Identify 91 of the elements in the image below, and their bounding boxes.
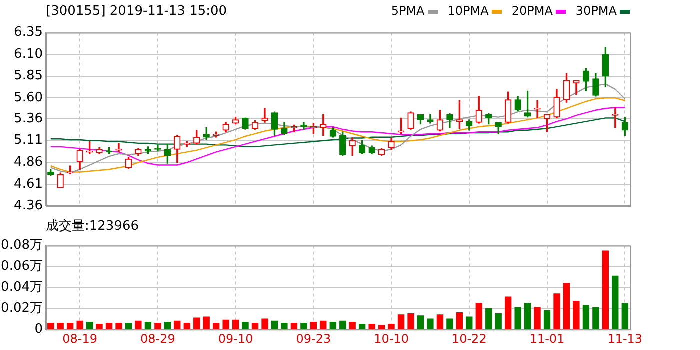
bar [174,320,181,330]
y-tick-label: 5.85 [14,68,43,84]
x-tick-label: 10-22 [452,332,487,346]
y-tick-label: 4.61 [14,176,43,192]
bar [554,294,560,330]
bar [398,314,405,330]
y-tick-label: 5.60 [14,90,43,106]
bar [330,322,336,330]
bar [86,322,94,330]
x-tick-label: 08-19 [62,332,98,346]
bar [213,322,220,330]
bar [125,322,132,330]
chart-title: [300155] 2019-11-13 15:00 [46,4,228,18]
bar [602,250,609,330]
bar [486,308,492,330]
bar [622,303,628,330]
bar [582,305,590,330]
bar [320,320,327,330]
bar [466,316,473,330]
y-tick-label: 0.04万 [1,280,43,296]
bar [505,296,512,330]
bar [96,324,103,330]
bar [456,312,463,330]
bar [368,324,376,330]
bar [514,307,522,330]
y-tick-label: 0.06万 [1,259,43,274]
bar [164,322,171,330]
y-tick-label: 6.10 [14,46,43,62]
y-tick-label: 0.02万 [1,301,43,316]
x-tick-label: 09-10 [218,332,254,346]
bar [67,322,74,330]
bar [573,300,580,330]
y-tick-label: 5.11 [14,133,43,148]
bar [106,322,113,330]
bar [184,322,190,330]
bar [262,318,268,330]
candlestick [300,122,308,130]
bar [57,322,64,330]
bar [340,320,346,330]
bar [544,310,551,330]
y-tick-label: 0.08万 [1,238,43,254]
x-tick-label: 08-29 [140,332,176,346]
bar [563,283,570,330]
x-tick-label: 09-23 [296,332,332,346]
bar [116,322,122,330]
x-tick-label: 11-01 [530,332,565,346]
bar [359,324,366,330]
bar [524,303,532,330]
y-tick-label: 6.35 [14,25,43,40]
chart-title: 成交量:123966 [46,218,140,235]
bar [436,314,444,330]
legend-label: 20PMA [512,4,553,18]
bar [194,318,200,330]
bar [592,307,600,330]
bar [76,320,84,330]
legend-label: 5PMA [391,4,425,18]
bar [310,322,317,330]
bar [281,322,288,330]
bar [252,322,259,330]
y-tick-label: 0 [34,322,43,337]
bar [388,324,395,330]
bar [222,320,230,330]
y-tick-label: 5.36 [14,111,43,126]
y-tick-label: 4.86 [14,155,43,170]
bar [476,303,482,330]
bar [232,320,240,330]
candlestick [116,143,122,153]
bar [300,322,308,330]
bar [290,322,298,330]
bar [495,314,502,330]
bar [408,314,414,330]
bar [612,276,619,330]
legend-label: 10PMA [448,4,489,18]
bar [135,320,142,330]
bar [203,316,210,330]
candlestick [534,100,541,119]
bar [48,322,54,330]
bar [417,316,424,330]
x-tick-label: 11-13 [608,332,643,346]
bar [242,322,249,330]
y-tick-label: 4.36 [14,198,43,214]
bar [349,322,356,330]
legend-label: 30PMA [576,4,617,18]
bar [154,322,162,330]
bar [271,320,278,330]
bar [378,325,386,330]
bar [144,322,152,330]
bar [427,318,434,330]
x-tick-label: 10-10 [374,332,409,346]
bar [446,318,454,330]
bar [534,307,541,330]
